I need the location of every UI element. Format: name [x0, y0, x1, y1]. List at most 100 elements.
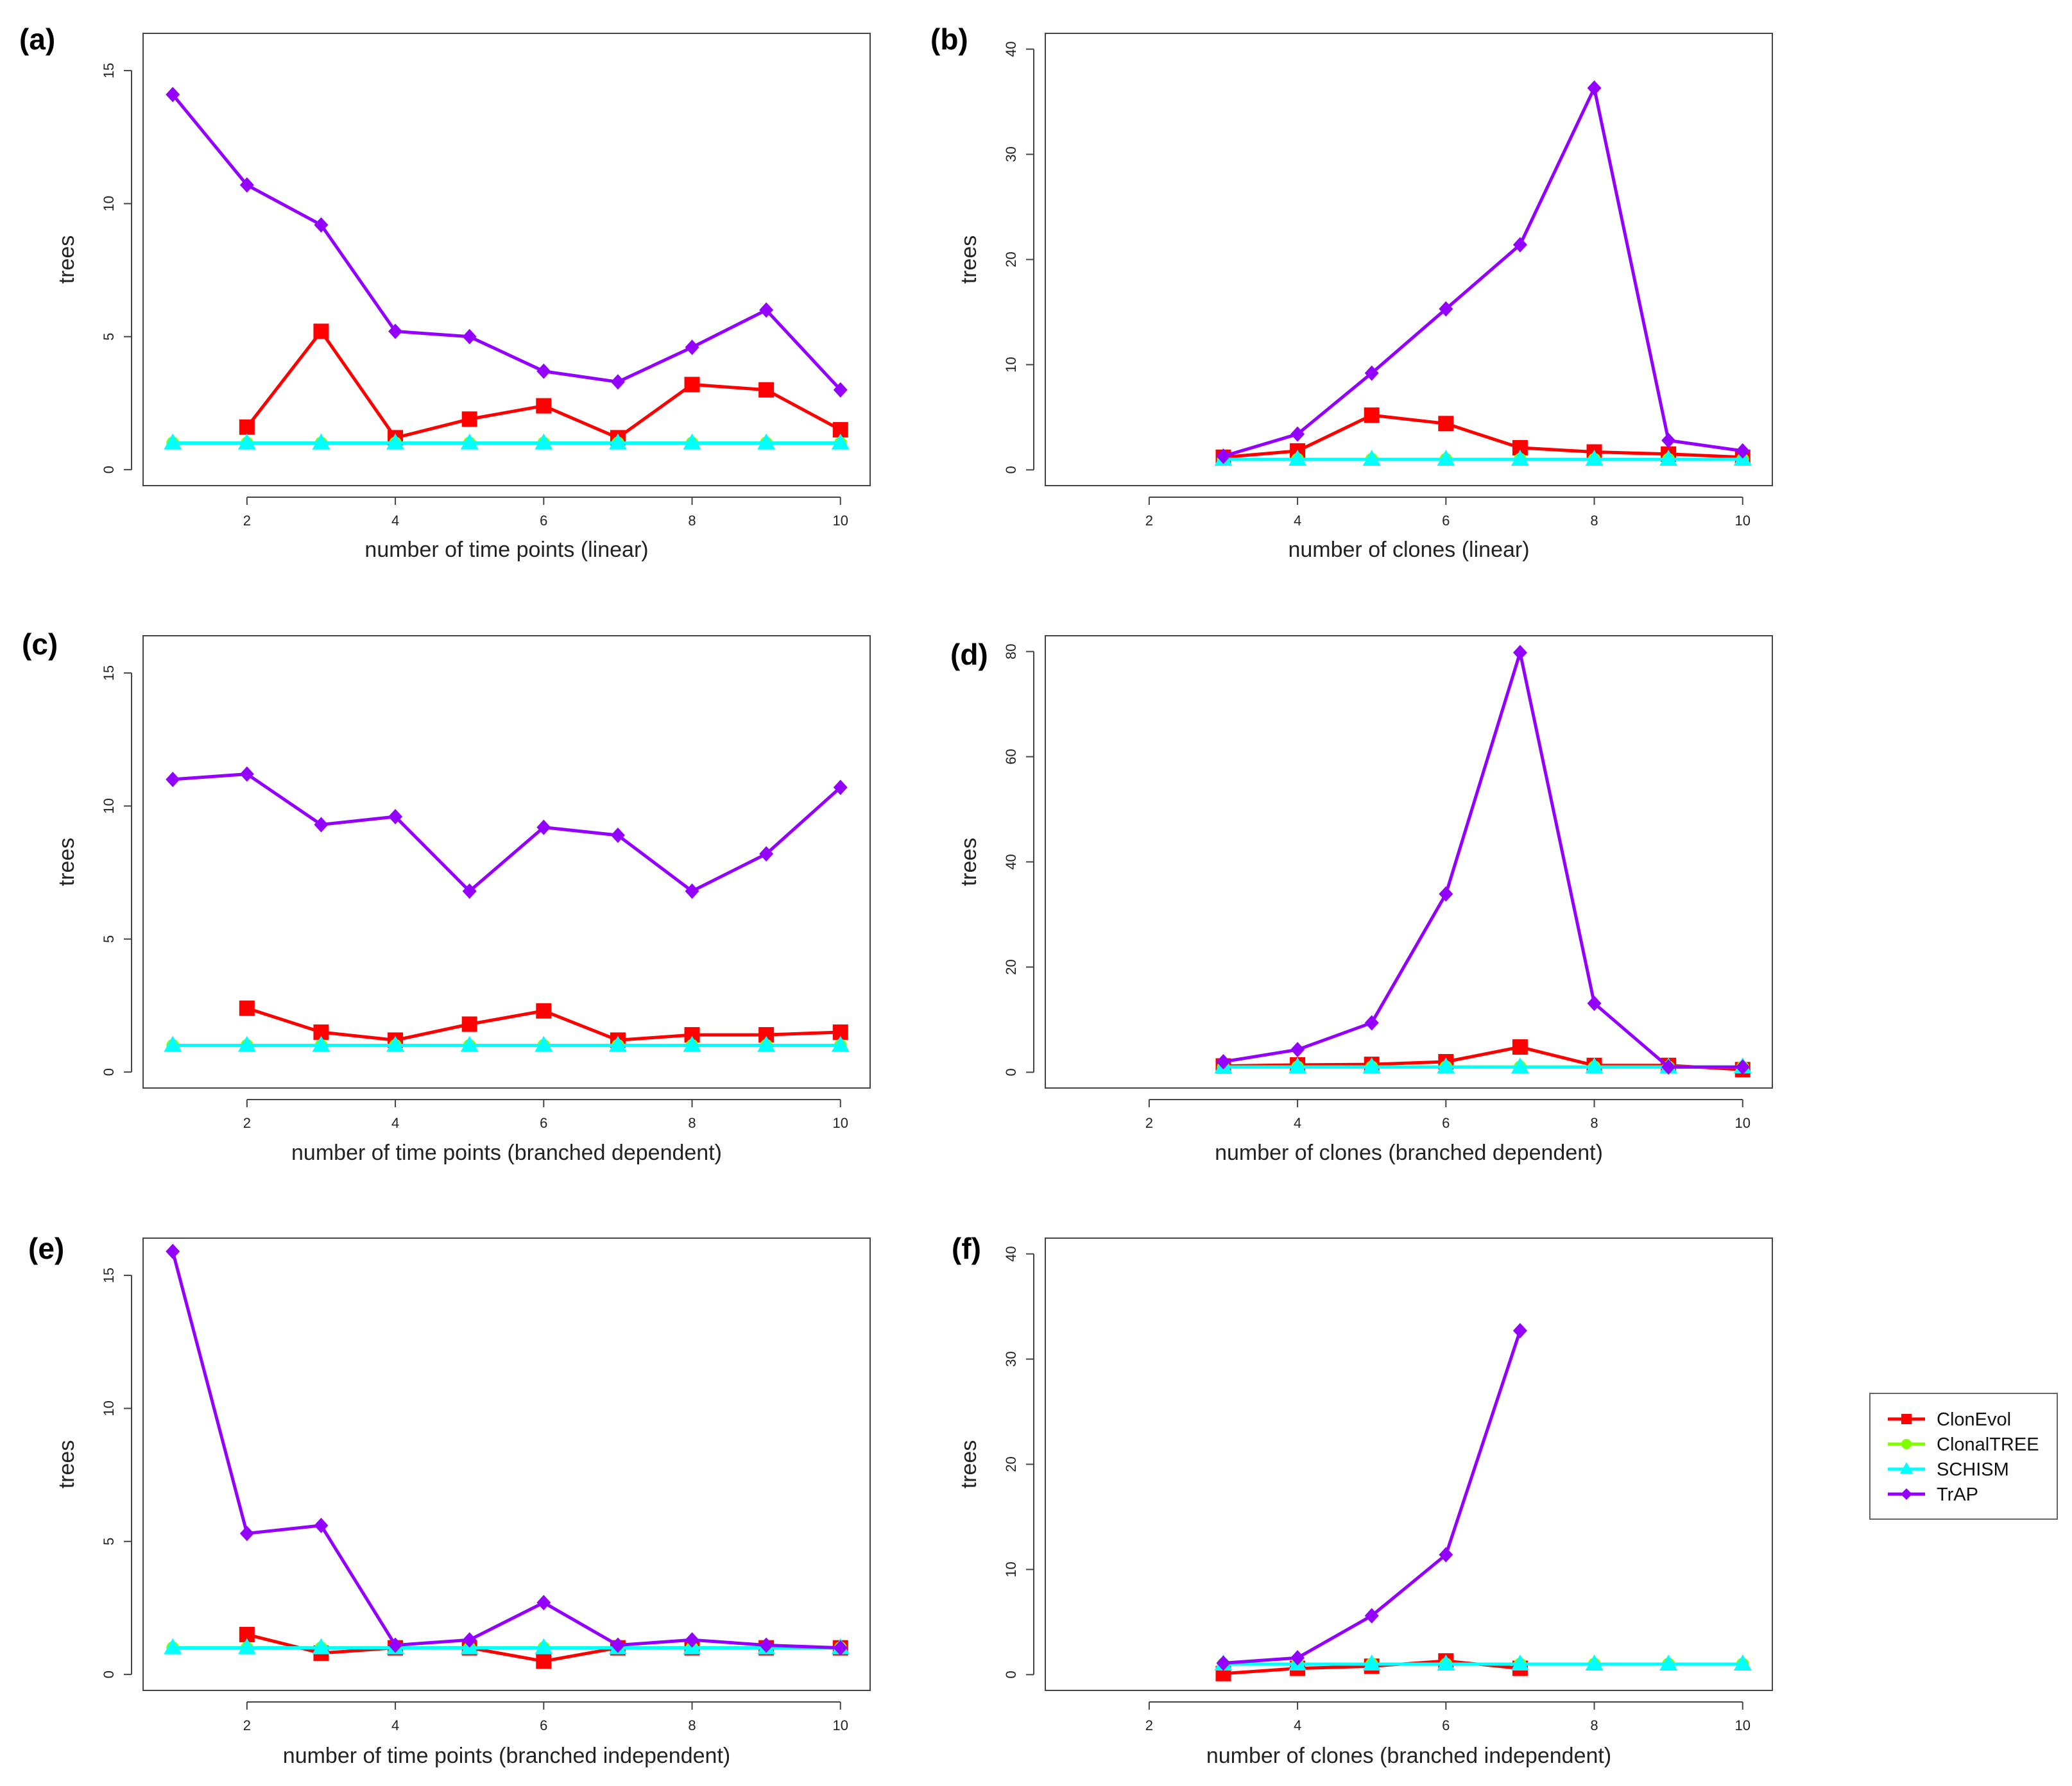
y-axis-title: trees — [957, 1440, 981, 1489]
data-point-schism — [460, 1035, 479, 1052]
data-point-clonevol — [1364, 407, 1380, 423]
x-tick-label: 8 — [688, 1717, 696, 1733]
y-tick-label: 20 — [1003, 1456, 1019, 1472]
data-point-schism — [1585, 1654, 1604, 1671]
data-point-trap — [166, 771, 180, 787]
series-trap — [1216, 645, 1750, 1075]
data-point-trap — [1735, 443, 1750, 459]
plot-frame — [1045, 1237, 1773, 1691]
data-point-trap — [1439, 1547, 1453, 1563]
data-point-trap — [1364, 365, 1379, 381]
x-tick-label: 6 — [540, 1717, 547, 1733]
data-point-trap — [388, 809, 403, 824]
series-trap — [166, 1243, 848, 1656]
data-point-schism — [237, 1035, 256, 1052]
x-tick-label: 2 — [243, 1717, 251, 1733]
data-point-schism — [312, 1638, 330, 1654]
x-tick-label: 4 — [1294, 1717, 1301, 1733]
legend-marker — [1901, 1439, 1912, 1449]
y-axis-title: trees — [55, 1440, 79, 1489]
y-tick-label: 10 — [1003, 357, 1019, 372]
data-point-schism — [608, 433, 627, 450]
data-point-trap — [610, 1637, 625, 1653]
data-point-trap — [610, 828, 625, 844]
data-point-trap — [388, 1637, 403, 1653]
y-tick-label: 10 — [101, 196, 117, 211]
data-point-trap — [462, 883, 477, 899]
data-point-trap — [462, 1632, 477, 1648]
data-point-trap — [314, 217, 329, 233]
data-point-clonevol — [684, 377, 700, 393]
plot-frame — [1045, 33, 1773, 486]
data-point-schism — [831, 433, 850, 450]
data-point-schism — [1437, 1654, 1455, 1671]
data-point-trap — [610, 374, 625, 390]
x-tick-label: 8 — [1590, 1717, 1598, 1733]
series-line-trap — [1222, 86, 1743, 458]
data-point-schism — [1585, 1057, 1604, 1074]
data-point-schism — [1362, 1057, 1381, 1074]
data-point-trap — [1587, 996, 1602, 1012]
x-tick-label: 2 — [1145, 513, 1153, 529]
plot-frame — [142, 635, 871, 1089]
data-point-schism — [1289, 1057, 1307, 1074]
data-point-schism — [1437, 450, 1455, 466]
x-axis-title: number of time points (branched independ… — [283, 1744, 730, 1768]
data-point-clonevol — [461, 411, 477, 427]
panel-letter: (f) — [952, 1232, 981, 1265]
y-tick-label: 20 — [1003, 251, 1019, 267]
data-point-schism — [1659, 450, 1678, 466]
x-tick-label: 8 — [688, 1115, 696, 1131]
data-point-schism — [1511, 1057, 1529, 1074]
x-tick-label: 4 — [391, 1115, 399, 1131]
data-point-trap — [1364, 1608, 1379, 1624]
legend-label: ClonEvol — [1937, 1409, 2011, 1430]
y-tick-label: 15 — [101, 1268, 117, 1283]
legend-label: TrAP — [1937, 1484, 1978, 1505]
x-tick-label: 2 — [1145, 1115, 1153, 1131]
plot-frame — [1045, 635, 1773, 1089]
data-point-schism — [237, 1638, 256, 1654]
data-point-trap — [685, 883, 699, 899]
data-point-schism — [1733, 1654, 1752, 1671]
y-tick-label: 15 — [101, 665, 117, 681]
series-line-clonevol — [245, 330, 841, 439]
data-point-clonevol — [536, 1653, 552, 1669]
y-tick-label: 5 — [101, 333, 117, 341]
legend-marker — [1901, 1488, 1912, 1500]
y-tick-label: 0 — [1003, 1671, 1019, 1678]
data-point-trap — [1512, 1323, 1527, 1339]
data-point-trap — [1661, 432, 1676, 448]
chart-panel: (e) 2 4 6 8 10 0 5 10 15 number of time points (br… — [28, 1232, 871, 1768]
y-tick-label: 40 — [1003, 41, 1019, 56]
chart-panel: (c) 2 4 6 8 10 0 5 10 15 number of time points (br… — [22, 627, 871, 1165]
chart-panel: (b) 2 4 6 8 10 0 10 20 30 40 number of clones (line… — [930, 22, 1773, 562]
panel-letter: (e) — [28, 1232, 64, 1265]
panel-letter: (d) — [950, 638, 988, 671]
data-point-trap — [685, 339, 699, 355]
data-point-trap — [239, 177, 254, 193]
x-tick-label: 6 — [1442, 1115, 1450, 1131]
data-point-trap — [1587, 80, 1602, 96]
panel-letter: (b) — [930, 22, 968, 56]
data-point-trap — [1661, 1059, 1676, 1075]
data-point-trap — [536, 819, 551, 835]
series-line-trap — [1223, 651, 1743, 1069]
data-point-schism — [312, 433, 330, 450]
data-point-schism — [1362, 450, 1381, 466]
y-axis-title: trees — [55, 235, 79, 284]
data-point-clonevol — [239, 419, 255, 435]
x-tick-label: 2 — [243, 513, 251, 529]
data-point-schism — [1659, 1654, 1678, 1671]
x-tick-label: 6 — [1442, 1717, 1450, 1733]
data-point-schism — [164, 1638, 182, 1654]
data-point-trap — [759, 846, 774, 862]
x-tick-label: 4 — [391, 1717, 399, 1733]
x-axis-title: number of clones (linear) — [1288, 538, 1529, 562]
series-line-trap — [171, 93, 842, 391]
data-point-schism — [164, 1035, 182, 1052]
y-tick-label: 40 — [1003, 1246, 1019, 1261]
data-point-clonevol — [313, 1024, 329, 1040]
data-point-trap — [239, 1526, 254, 1542]
